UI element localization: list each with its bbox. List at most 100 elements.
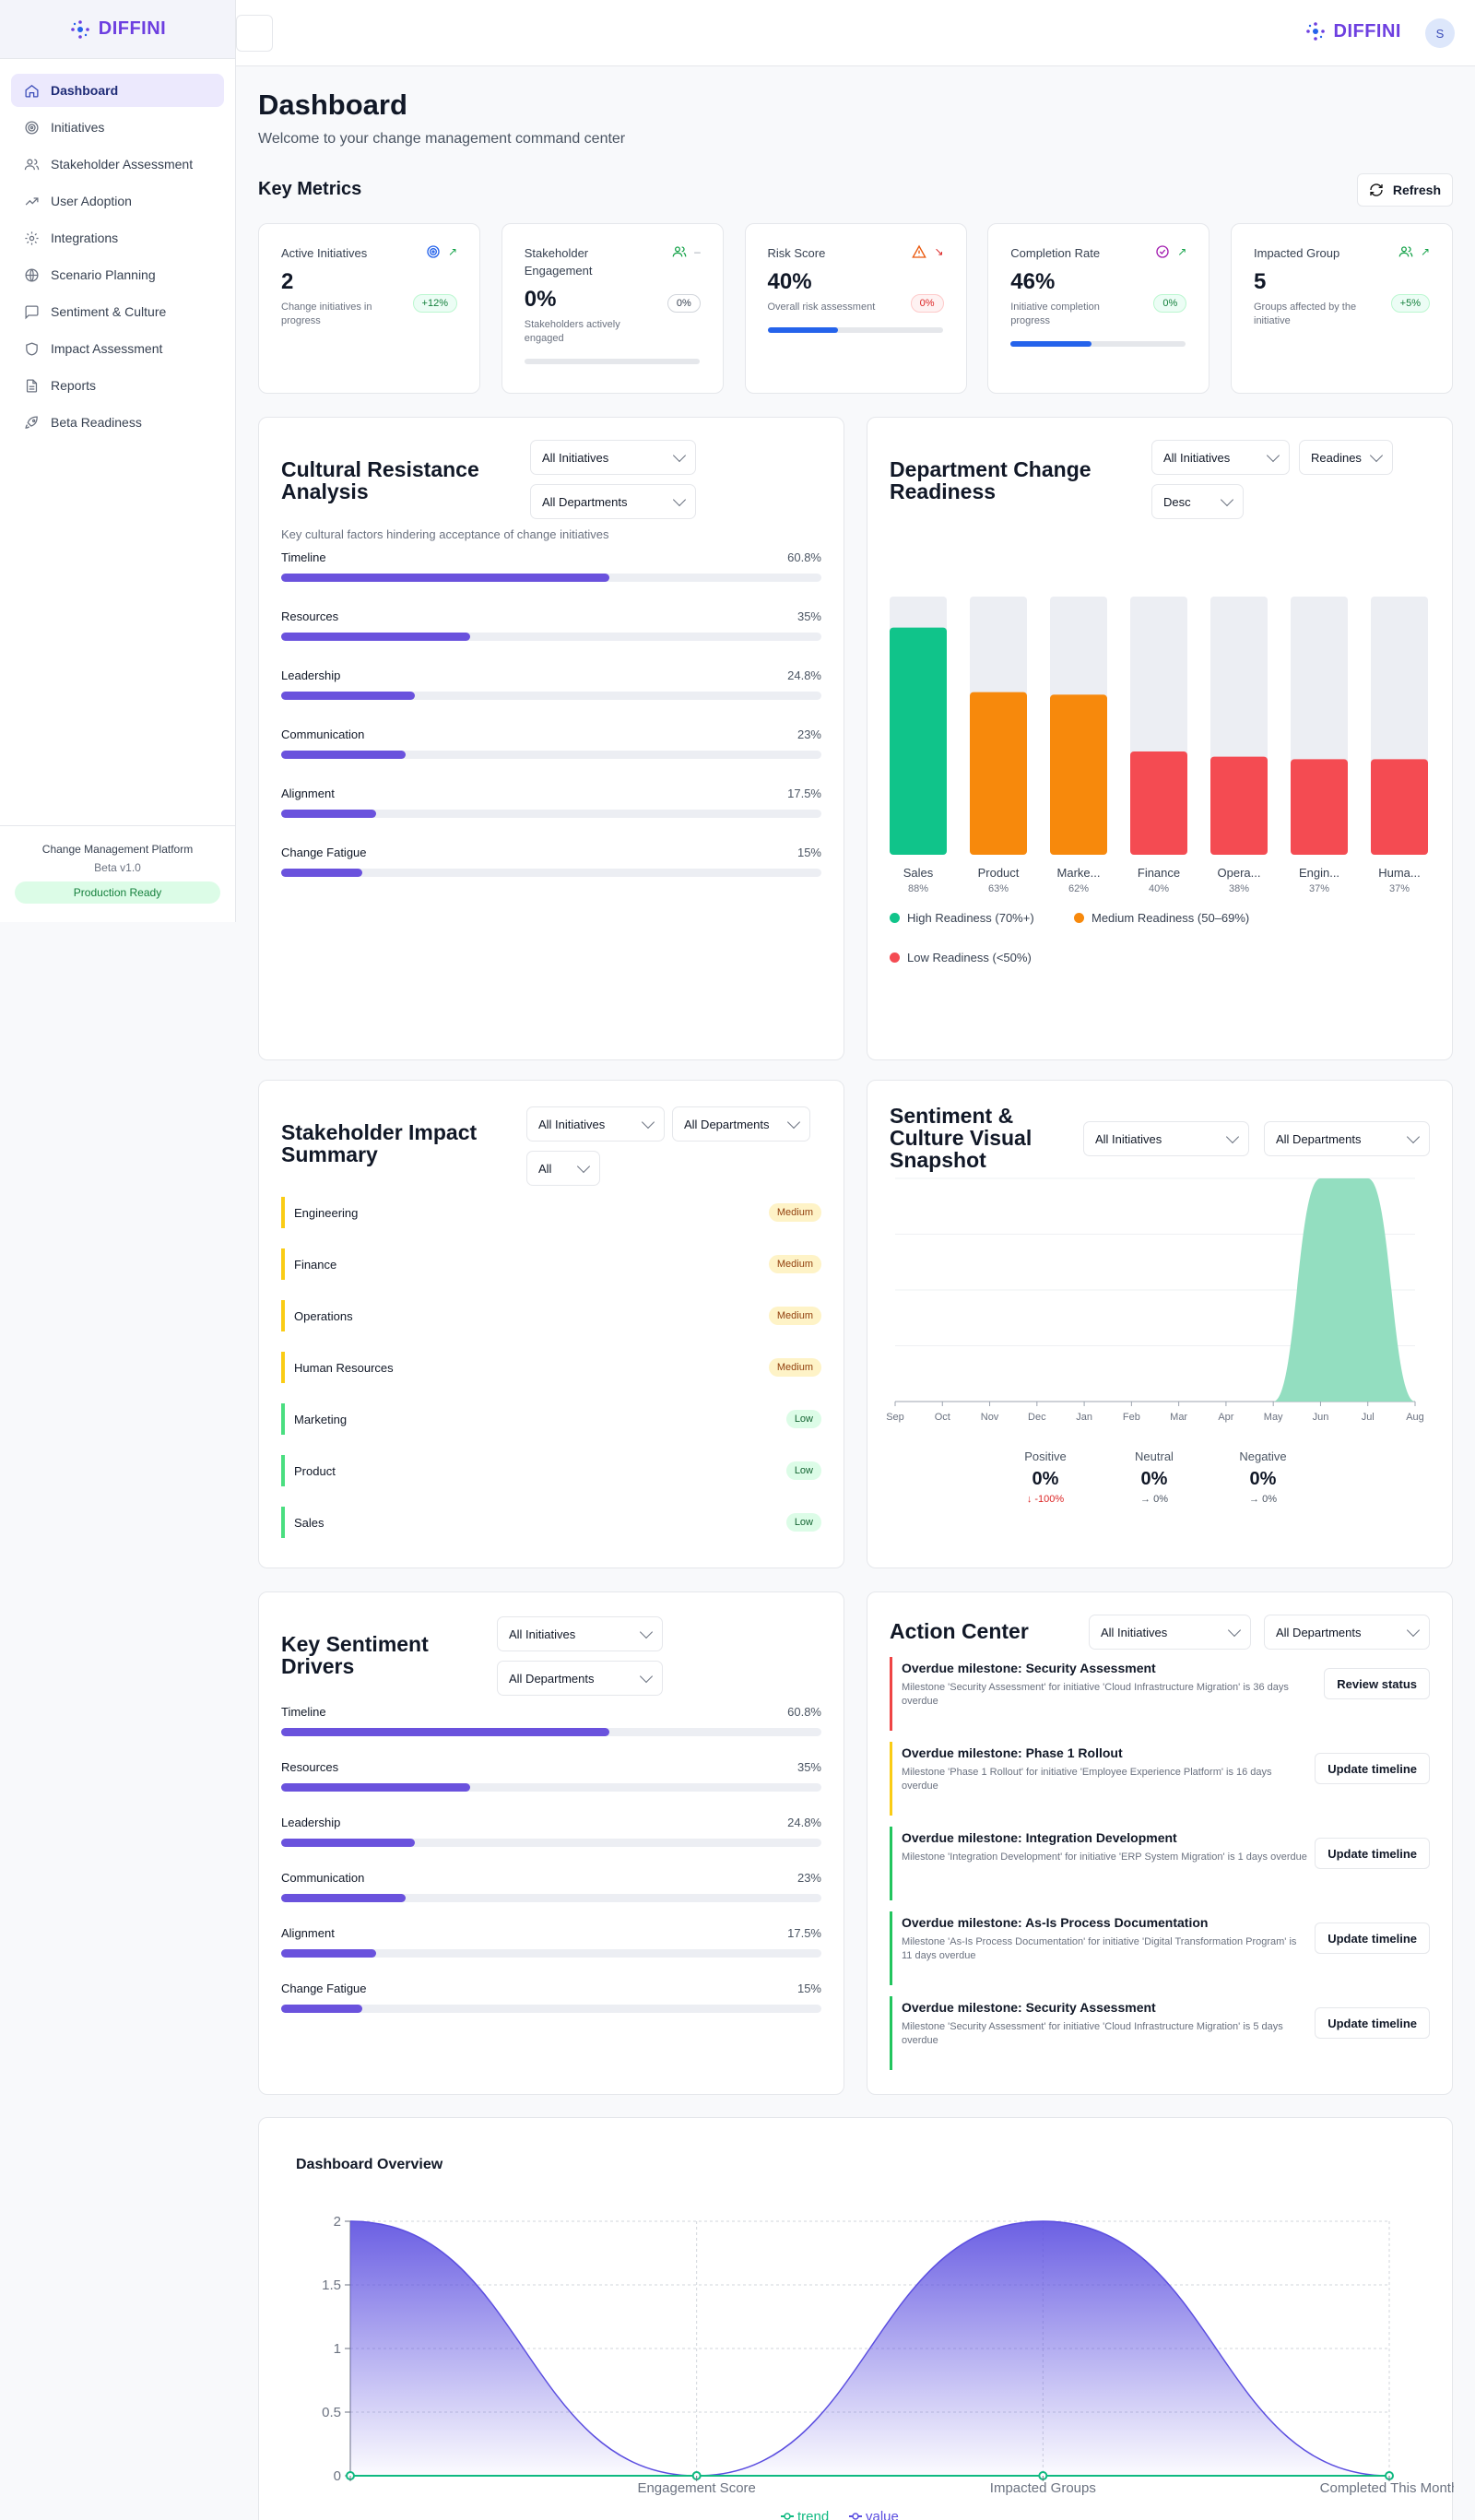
department-readiness-card: Department Change Readiness All Initiati…	[867, 417, 1453, 1060]
stakeholder-row[interactable]: Product Low	[281, 1455, 821, 1486]
factor-value: 17.5%	[787, 1926, 821, 1940]
initiative-filter[interactable]: All Initiatives	[1083, 1121, 1249, 1156]
sidebar-item-integrations[interactable]: Integrations	[11, 221, 224, 254]
value-label: 40%	[1149, 883, 1169, 894]
sort-field-filter[interactable]: Readines	[1299, 440, 1393, 475]
bar[interactable]	[1050, 694, 1107, 855]
factor-label: Communication	[281, 1871, 365, 1885]
y-tick-label: 0	[334, 2468, 341, 2484]
initiative-filter[interactable]: All Initiatives	[530, 440, 696, 475]
initiative-filter[interactable]: All Initiatives	[1151, 440, 1290, 475]
factor-track	[281, 692, 821, 700]
metric-value: 0%	[524, 287, 557, 312]
factor-value: 24.8%	[787, 1816, 821, 1829]
impact-level-filter[interactable]: All	[526, 1151, 600, 1186]
factor-header: Change Fatigue 15%	[281, 1982, 821, 1995]
factor-fill	[281, 810, 376, 818]
factor-header: Change Fatigue 15%	[281, 846, 821, 859]
metric-icons: ↗	[1398, 244, 1430, 259]
factor-value: 60.8%	[787, 550, 821, 564]
initiative-filter[interactable]: All Initiatives	[1089, 1615, 1251, 1650]
stakeholder-name: Sales	[281, 1507, 324, 1538]
metric-description: Change initiatives in progress	[281, 302, 372, 326]
metric-card: Stakeholder Engagement 0% Stakeholders act…	[501, 223, 724, 394]
metric-icons: ↗	[426, 244, 457, 259]
sidebar-item-stakeholder-assessment[interactable]: Stakeholder Assessment	[11, 148, 224, 181]
refresh-button[interactable]: Refresh	[1356, 173, 1453, 207]
value-label: 88%	[908, 883, 928, 894]
menu-toggle-button[interactable]	[236, 15, 273, 52]
sidebar-item-dashboard[interactable]: Dashboard	[11, 74, 224, 107]
bar[interactable]	[970, 692, 1027, 855]
refresh-label: Refresh	[1392, 183, 1441, 197]
metric-icons: ↘	[912, 244, 944, 259]
trending-up-icon	[25, 196, 39, 205]
stakeholder-row[interactable]: Engineering Medium	[281, 1197, 821, 1228]
factor-header: Timeline 60.8%	[281, 550, 821, 564]
bar[interactable]	[890, 627, 947, 855]
sidebar-item-label: Dashboard	[51, 83, 119, 98]
filter-value: All	[538, 1161, 552, 1176]
x-tick-label: Engagement Score	[637, 2480, 755, 2496]
factor-label: Change Fatigue	[281, 1982, 367, 1995]
department-filter[interactable]: All Departments	[497, 1661, 663, 1696]
legend-item: Medium Readiness (50–69%)	[1074, 911, 1249, 925]
stat-change: → 0%	[1249, 1494, 1277, 1505]
globe-icon	[25, 267, 39, 282]
stakeholder-row[interactable]: Operations Medium	[281, 1300, 821, 1331]
x-tick-label: Apr	[1218, 1412, 1233, 1423]
action-button[interactable]: Review status	[1324, 1668, 1430, 1699]
sidebar-item-beta-readiness[interactable]: Beta Readiness	[11, 406, 224, 439]
sidebar-item-scenario-planning[interactable]: Scenario Planning	[11, 258, 224, 291]
metric-icons: ↗	[1155, 244, 1186, 259]
sentiment-area	[895, 1178, 1415, 1402]
stakeholder-row[interactable]: Human Resources Medium	[281, 1352, 821, 1383]
action-title: Overdue milestone: Phase 1 Rollout	[902, 1745, 1123, 1760]
bar[interactable]	[1371, 759, 1428, 855]
trend-icon: ↗	[1420, 245, 1430, 258]
factor-row: Timeline 60.8%	[281, 1705, 821, 1736]
bar[interactable]	[1210, 756, 1268, 855]
initiative-filter[interactable]: All Initiatives	[497, 1616, 663, 1651]
sidebar-item-sentiment-culture[interactable]: Sentiment & Culture	[11, 295, 224, 328]
action-description: Milestone 'Integration Development' for …	[902, 1852, 1307, 1863]
stakeholder-row[interactable]: Finance Medium	[281, 1248, 821, 1280]
stakeholder-row[interactable]: Marketing Low	[281, 1403, 821, 1435]
trend-icon: ↘	[934, 245, 944, 258]
factor-label: Resources	[281, 1760, 339, 1774]
top-brand[interactable]: DIFFINI	[1304, 20, 1402, 42]
department-filter[interactable]: All Departments	[530, 484, 696, 519]
factor-label: Timeline	[281, 550, 326, 564]
department-filter[interactable]: All Departments	[1264, 1121, 1430, 1156]
stakeholder-row[interactable]: Sales Low	[281, 1507, 821, 1538]
action-button[interactable]: Update timeline	[1315, 1923, 1430, 1954]
sort-order-filter[interactable]: Desc	[1151, 484, 1244, 519]
initiative-filter[interactable]: All Initiatives	[526, 1106, 665, 1142]
sidebar-item-label: Initiatives	[51, 120, 105, 135]
bar[interactable]	[1291, 759, 1348, 855]
action-button[interactable]: Update timeline	[1315, 1753, 1430, 1784]
action-description: Milestone 'As-Is Process Documentation' …	[902, 1936, 1297, 1961]
factor-row: Communication 23%	[281, 1871, 821, 1902]
factor-value: 60.8%	[787, 1705, 821, 1719]
factor-fill	[281, 574, 610, 582]
sidebar-item-label: Integrations	[51, 231, 119, 245]
sidebar-item-initiatives[interactable]: Initiatives	[11, 111, 224, 144]
bar[interactable]	[1130, 751, 1187, 855]
x-tick-label: Mar	[1170, 1412, 1187, 1423]
sidebar-item-user-adoption[interactable]: User Adoption	[11, 184, 224, 218]
progress-bar	[524, 359, 700, 364]
sidebar-item-impact-assessment[interactable]: Impact Assessment	[11, 332, 224, 365]
action-button[interactable]: Update timeline	[1315, 1838, 1430, 1869]
metric-card: Impacted Group 5 Groups affected by the in…	[1231, 223, 1453, 394]
sidebar-brand[interactable]: DIFFINI	[0, 0, 235, 59]
sidebar-item-reports[interactable]: Reports	[11, 369, 224, 402]
legend-swatch	[890, 913, 900, 923]
avatar[interactable]: S	[1425, 18, 1455, 48]
metric-title: Stakeholder Engagement	[524, 246, 593, 278]
department-filter[interactable]: All Departments	[672, 1106, 810, 1142]
department-filter[interactable]: All Departments	[1264, 1615, 1430, 1650]
card-title: Cultural Resistance Analysis	[281, 457, 479, 503]
action-button[interactable]: Update timeline	[1315, 2007, 1430, 2039]
factor-track	[281, 1894, 821, 1902]
